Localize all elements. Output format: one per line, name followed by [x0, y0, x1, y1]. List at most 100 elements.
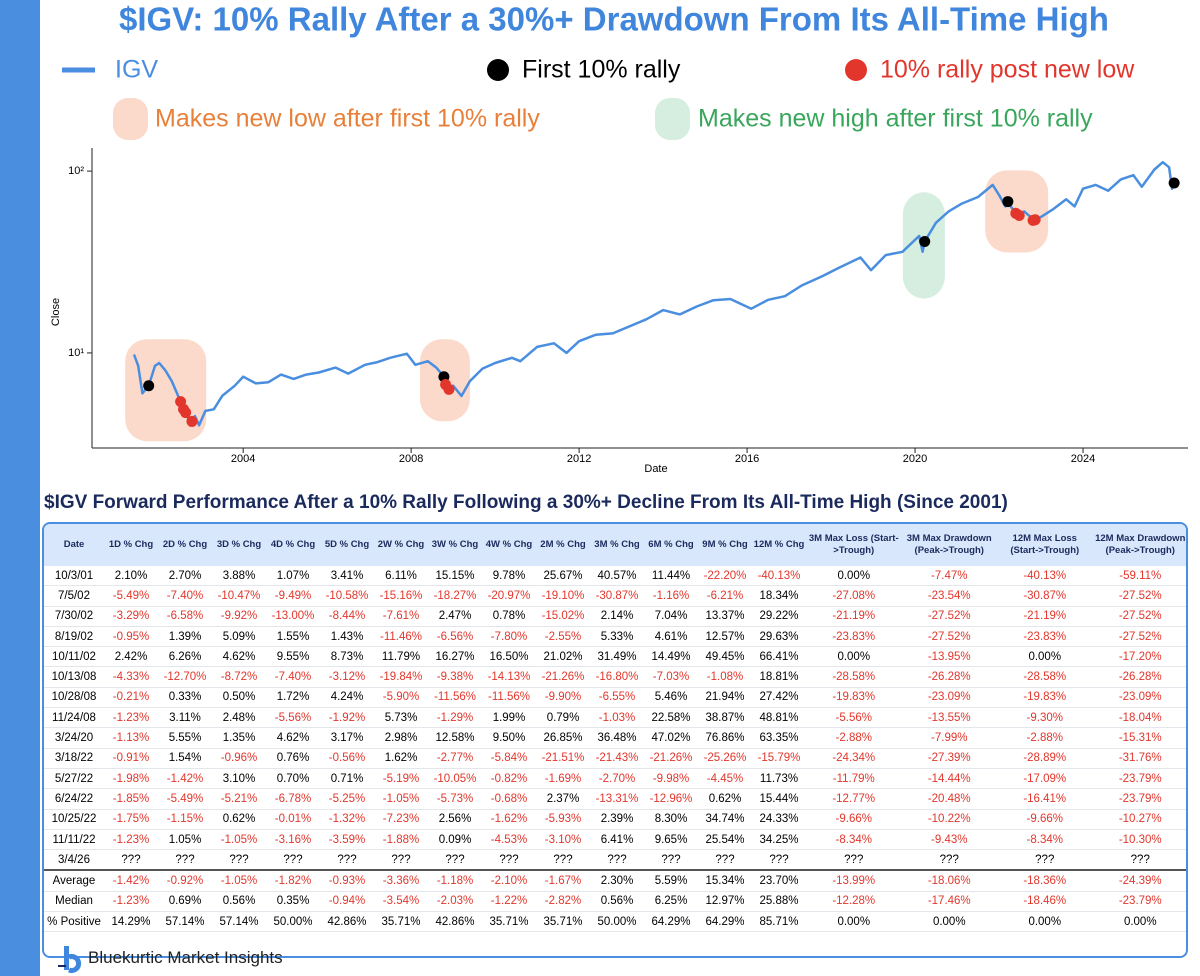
table-cell: -1.03%	[590, 707, 644, 729]
chart-title: $IGV: 10% Rally After a 30%+ Drawdown Fr…	[119, 1, 1109, 38]
column-header: 5D % Chg	[320, 524, 374, 566]
table-cell: 35.71%	[482, 911, 536, 933]
table-cell: -23.79%	[1092, 768, 1186, 790]
table-cell: 34.74%	[698, 809, 752, 830]
rally-dot	[1168, 177, 1180, 189]
performance-table: Date 1D % Chg 2D % Chg 3D % Chg 4D % Chg 5D %…	[44, 524, 1186, 933]
table-cell: -10.27%	[1092, 809, 1186, 830]
table-cell: -9.66%	[997, 809, 1093, 830]
table-cell: 0.56%	[590, 891, 644, 913]
chart: $IGV: 10% Rally After a 30%+ Drawdown Fr…	[50, 1, 1188, 475]
column-header: 1D % Chg	[104, 524, 158, 566]
table-cell: -5.49%	[158, 788, 212, 810]
table-cell: -27.52%	[1092, 585, 1186, 607]
table-cell: 6.25%	[644, 891, 698, 913]
legend-swatch	[487, 59, 509, 81]
table-cell: -15.16%	[374, 585, 428, 607]
table-cell: -24.34%	[806, 748, 902, 769]
table-cell: 9.55%	[266, 646, 320, 668]
rally-dot	[443, 383, 455, 395]
table-cell: -15.02%	[536, 606, 590, 627]
table-cell: -9.90%	[536, 687, 590, 709]
table-row: Median -1.23% 0.69% 0.56% 0.35% -0.94% -3.54% -…	[44, 891, 1186, 913]
table-cell: -18.04%	[1092, 707, 1186, 729]
table-cell: -15.79%	[752, 748, 806, 769]
table-cell: -19.83%	[997, 687, 1093, 709]
row-label: Median	[44, 891, 104, 913]
table-cell: -9.49%	[266, 585, 320, 607]
table-cell: -3.29%	[104, 606, 158, 627]
table-cell: 0.09%	[428, 829, 482, 851]
table-cell: -27.52%	[901, 606, 997, 627]
table-cell: 3.88%	[212, 566, 266, 587]
logo-icon	[58, 946, 82, 973]
table-cell: 64.29%	[698, 911, 752, 933]
table-cell: -19.83%	[806, 687, 902, 709]
table-cell: 31.49%	[590, 646, 644, 668]
table-cell: 2.42%	[104, 646, 158, 668]
x-axis-label: Date	[644, 463, 667, 475]
y-tick-label: 10²	[68, 165, 84, 177]
table-cell: -11.56%	[482, 687, 536, 709]
table-cell: 9.78%	[482, 566, 536, 587]
table-cell: 0.00%	[806, 566, 902, 587]
table-cell: -6.55%	[590, 687, 644, 709]
table-cell: -9.98%	[644, 768, 698, 790]
table-cell: ???	[482, 849, 536, 871]
table-cell: -17.46%	[901, 891, 997, 913]
table-cell: -0.01%	[266, 809, 320, 830]
table-cell: -3.54%	[374, 891, 428, 913]
table-cell: 0.78%	[482, 606, 536, 627]
table-cell: 2.48%	[212, 707, 266, 729]
table-cell: 49.45%	[698, 646, 752, 668]
table-cell: 15.15%	[428, 566, 482, 587]
table-cell: -27.08%	[806, 585, 902, 607]
side-stripe	[0, 0, 40, 976]
table-cell: -11.56%	[428, 687, 482, 709]
column-header: 12M Max Drawdown (Peak->Trough)	[1092, 524, 1186, 566]
table-cell: -6.78%	[266, 788, 320, 810]
table-cell: -1.23%	[104, 707, 158, 729]
y-axis-label: Close	[50, 298, 62, 326]
table-cell: ???	[266, 849, 320, 871]
table-cell: 40.57%	[590, 566, 644, 587]
table-cell: 0.33%	[158, 687, 212, 709]
x-tick-label: 2016	[735, 453, 759, 465]
table-cell: ???	[158, 849, 212, 871]
table-cell: 2.30%	[590, 869, 644, 892]
table-cell: -7.23%	[374, 809, 428, 830]
table-cell: 0.62%	[212, 809, 266, 830]
table-cell: -7.03%	[644, 666, 698, 688]
rally-dot	[180, 407, 192, 419]
table-cell: -5.25%	[320, 788, 374, 810]
legend-swatch	[655, 98, 690, 140]
table-cell: -12.28%	[806, 891, 902, 913]
table-cell: 1.39%	[158, 626, 212, 648]
row-label: % Positive	[44, 911, 104, 933]
table-cell: 57.14%	[212, 911, 266, 933]
table-cell: -1.23%	[104, 891, 158, 913]
table-cell: -9.66%	[806, 809, 902, 830]
table-cell: -13.00%	[266, 606, 320, 627]
table-cell: -23.09%	[1092, 687, 1186, 709]
table-cell: ???	[997, 849, 1093, 871]
table-cell: -4.33%	[104, 666, 158, 688]
column-header: 2M % Chg	[536, 524, 590, 566]
table-cell: -3.36%	[374, 869, 428, 892]
column-header: 12M Max Loss (Start->Trough)	[997, 524, 1093, 566]
table-cell: -27.52%	[1092, 606, 1186, 627]
table-cell: -7.80%	[482, 626, 536, 648]
table-cell: -8.44%	[320, 606, 374, 627]
table-cell: 47.02%	[644, 727, 698, 749]
table-cell: -19.10%	[536, 585, 590, 607]
table-cell: -23.54%	[901, 585, 997, 607]
table-row: 10/13/08 -4.33% -12.70% -8.72% -7.40% -3.12% -…	[44, 666, 1186, 688]
table-cell: -2.77%	[428, 748, 482, 769]
table-cell: 22.58%	[644, 707, 698, 729]
legend-swatch	[845, 59, 867, 81]
table-cell: 4.61%	[644, 626, 698, 648]
table-cell: 63.35%	[752, 727, 806, 749]
table-cell: -1.29%	[428, 707, 482, 729]
table-cell: 27.42%	[752, 687, 806, 709]
table-cell: -23.79%	[1092, 788, 1186, 810]
